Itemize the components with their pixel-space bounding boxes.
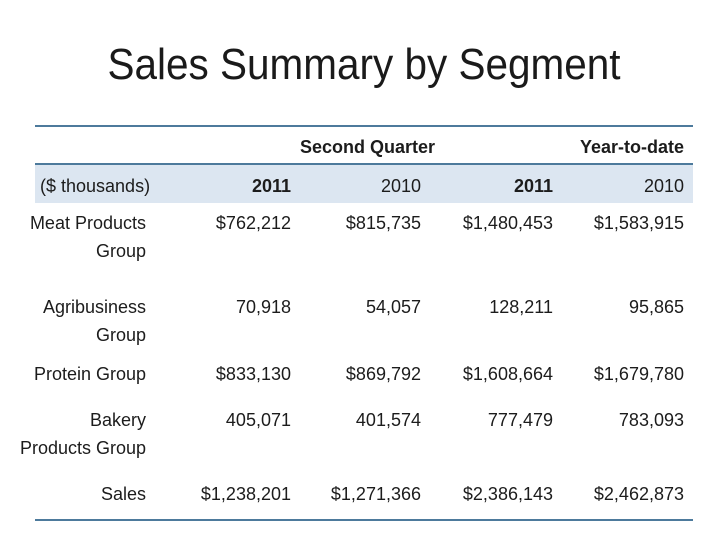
value-cell: $1,608,664 bbox=[462, 364, 553, 384]
value-cell: 70,918 bbox=[235, 297, 291, 317]
table-row-meat-products: Meat Products Group $762,212 $815,735 $1… bbox=[30, 203, 693, 287]
value-cell: 401,574 bbox=[355, 410, 421, 430]
table-row-agribusiness: Agribusiness Group 70,918 54,057 128,211… bbox=[35, 287, 693, 354]
row-label-cell: Sales bbox=[35, 474, 193, 520]
row-label-cell: Agribusiness Group bbox=[35, 287, 193, 354]
value-cell: 128,211 bbox=[489, 297, 553, 317]
value-cell: $762,212 bbox=[215, 213, 291, 233]
row-label-line: Meat Products bbox=[29, 213, 146, 233]
row-label-line: Bakery bbox=[89, 410, 146, 430]
value-cell: $1,271,366 bbox=[330, 484, 421, 504]
row-label-line: Agribusiness bbox=[42, 297, 146, 317]
value-cell: 783,093 bbox=[618, 410, 684, 430]
row-label-line: Group bbox=[95, 241, 146, 261]
value-cell: 777,479 bbox=[487, 410, 553, 430]
row-label-line: Products Group bbox=[19, 438, 146, 458]
row-label-line: Group bbox=[95, 325, 146, 345]
row-label-line: Protein Group bbox=[33, 364, 146, 384]
value-cell: $815,735 bbox=[345, 213, 421, 233]
ytd-2011-header: 2011 bbox=[430, 163, 562, 203]
unit-label-cell: ($ thousands) bbox=[35, 163, 193, 203]
empty-cell bbox=[193, 126, 300, 164]
value-cell: $1,238,201 bbox=[200, 484, 291, 504]
value-cell: $2,462,873 bbox=[593, 484, 684, 504]
row-label-line: Sales bbox=[100, 484, 146, 504]
table-row-protein: Protein Group $833,130 $869,792 $1,608,6… bbox=[33, 354, 693, 400]
row-label-cell: Protein Group bbox=[33, 354, 193, 400]
value-cell: 405,071 bbox=[225, 410, 291, 430]
slide-title: Sales Summary by Segment bbox=[107, 40, 621, 89]
empty-cell bbox=[35, 126, 193, 164]
sq-2011-header: 2011 bbox=[193, 163, 300, 203]
column-group-header-row: Second Quarter Year-to-date bbox=[35, 126, 693, 164]
value-cell: 54,057 bbox=[365, 297, 421, 317]
second-quarter-header: Second Quarter bbox=[300, 137, 436, 157]
value-cell: $1,583,915 bbox=[593, 213, 684, 233]
value-cell: $833,130 bbox=[215, 364, 291, 384]
year-to-date-header: Year-to-date bbox=[579, 137, 684, 157]
value-cell: 95,865 bbox=[628, 297, 684, 317]
value-cell: $2,386,143 bbox=[462, 484, 553, 504]
sq-2010-header: 2010 bbox=[300, 163, 430, 203]
table-row-bakery-products: Bakery Products Group 405,071 401,574 77… bbox=[20, 400, 693, 474]
value-cell: $1,480,453 bbox=[462, 213, 553, 233]
year-header-row: ($ thousands) 2011 2010 2011 2010 bbox=[35, 163, 693, 203]
ytd-2010-header: 2010 bbox=[562, 163, 693, 203]
empty-cell bbox=[430, 126, 562, 164]
value-cell: $1,679,780 bbox=[593, 364, 684, 384]
row-label-cell: Meat Products Group bbox=[30, 203, 193, 287]
table-row-sales-total: Sales $1,238,201 $1,271,366 $2,386,143 $… bbox=[35, 474, 693, 520]
value-cell: $869,792 bbox=[345, 364, 421, 384]
row-label-cell: Bakery Products Group bbox=[20, 400, 193, 474]
sales-summary-table: Second Quarter Year-to-date ($ thousands… bbox=[20, 125, 693, 521]
